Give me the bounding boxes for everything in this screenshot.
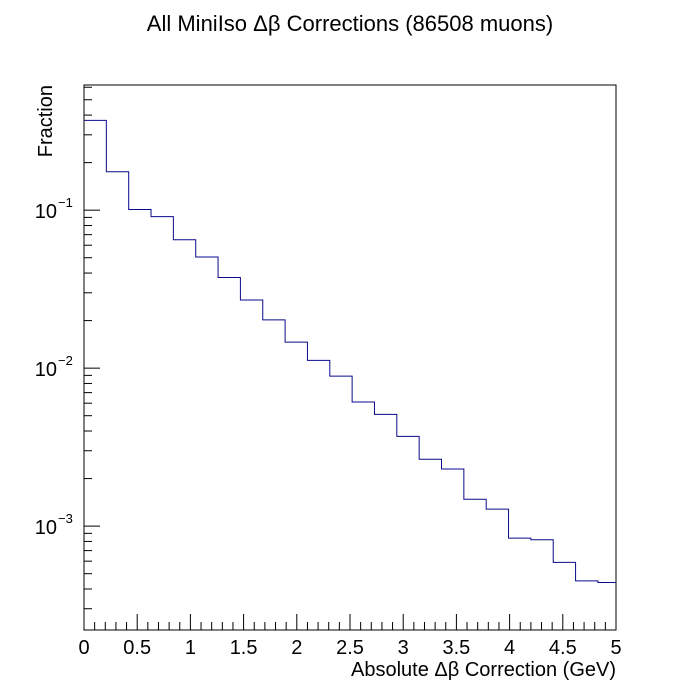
axis-ticks (83, 86, 617, 630)
y-tick-label: 10 −1 (35, 195, 73, 223)
x-tick-label: 3 (398, 637, 409, 659)
x-tick-label: 5 (610, 637, 621, 659)
y-tick-labels: 10−110−210−3 (35, 195, 73, 539)
chart-title: All MiniIso Δβ Corrections (86508 muons) (147, 11, 553, 36)
x-tick-label: 2.5 (336, 637, 364, 659)
plot-frame (83, 84, 617, 631)
y-tick-label-exponent: −1 (58, 195, 73, 210)
x-tick-label: 4.5 (549, 637, 577, 659)
x-axis-label: Absolute Δβ Correction (GeV) (351, 659, 616, 681)
histogram-series (84, 119, 616, 583)
x-tick-label: 1.5 (230, 637, 258, 659)
x-tick-labels: 0 0.5 1 1.5 2 2.5 3 3.5 4 4.5 5 (78, 637, 621, 659)
y-tick-label: 10 −3 (35, 511, 73, 539)
x-tick-label: 0 (78, 637, 89, 659)
y-tick-label-base: 10 (35, 359, 57, 381)
x-tick-label: 2 (291, 637, 302, 659)
x-tick-label: 0.5 (123, 637, 151, 659)
x-tick-label: 3.5 (442, 637, 470, 659)
y-axis-label: Fraction (35, 85, 57, 157)
x-tick-label: 4 (504, 637, 515, 659)
x-tick-label: 1 (185, 637, 196, 659)
y-tick-label-base: 10 (35, 201, 57, 223)
y-tick-label: 10 −2 (35, 353, 73, 381)
y-tick-label-exponent: −2 (58, 353, 73, 368)
y-tick-label-exponent: −3 (58, 511, 73, 526)
y-tick-label-base: 10 (35, 517, 57, 539)
